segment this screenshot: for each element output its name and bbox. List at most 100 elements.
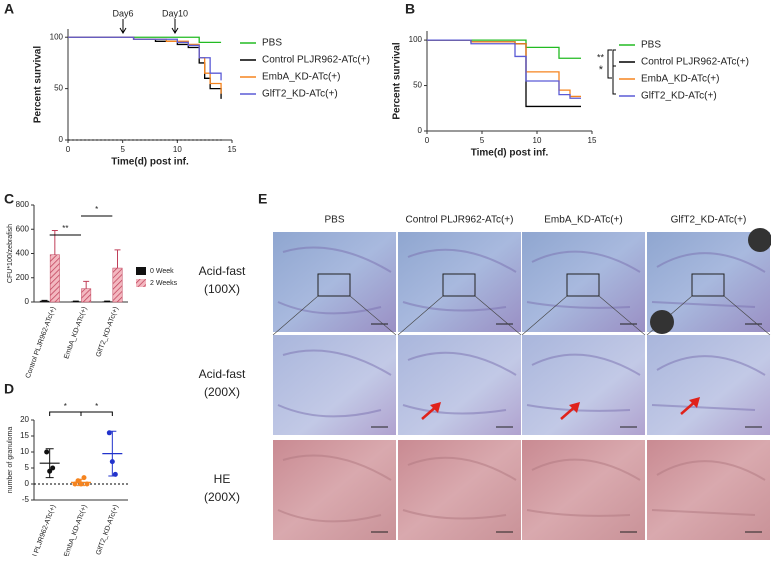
annotation: Day6: [112, 8, 133, 18]
y-tick-label: 15: [20, 431, 29, 440]
column-header: Control PLJR962-ATc(+): [406, 215, 514, 226]
legend-label: PBS: [641, 40, 661, 51]
legend-label: PBS: [262, 38, 282, 49]
survival-line: [68, 37, 221, 80]
annotation: Day10: [162, 8, 188, 18]
micrograph: [273, 335, 396, 435]
data-point: [50, 466, 55, 471]
data-point: [44, 450, 49, 455]
survival-line: [427, 40, 581, 106]
x-tick-label: 0: [425, 136, 430, 145]
error-bar: [115, 250, 121, 268]
panel-label: E: [258, 191, 267, 207]
x-tick-label: GlfT2_KD-ATc(+): [95, 306, 120, 358]
y-tick-label: 100: [409, 35, 423, 44]
y-tick-label: 5: [25, 463, 30, 472]
y-tick-label: 100: [50, 32, 64, 41]
x-axis-label: Time(d) post inf.: [111, 157, 189, 168]
legend-label: GlfT2_KD-ATc(+): [262, 89, 338, 100]
panel-label: B: [405, 1, 415, 17]
column-header: PBS: [324, 215, 344, 226]
row-label: HE: [214, 472, 231, 486]
annotation: *: [95, 205, 98, 214]
y-tick-label: 10: [20, 447, 29, 456]
row-label: Acid-fast: [199, 264, 246, 278]
bubble: [748, 228, 771, 252]
x-tick-label: GlfT2_KD-ATc(+): [95, 504, 120, 556]
y-tick-label: 50: [413, 81, 422, 90]
y-tick-label: 800: [16, 200, 30, 209]
y-axis-label: number of granuloma: [7, 427, 14, 494]
x-tick-label: 15: [228, 145, 237, 154]
micrograph: [273, 440, 396, 540]
error-bar: [52, 230, 58, 254]
bar: [50, 255, 59, 302]
y-tick-label: 600: [16, 224, 30, 233]
y-tick-label: 20: [20, 415, 29, 424]
bracket: [608, 50, 612, 78]
y-axis-label: Percent survival: [33, 46, 44, 123]
legend-label: Control PLJR962-ATc(+): [641, 57, 749, 68]
survival-line: [427, 40, 581, 98]
x-tick-label: Control PLJR962-ATc(+): [25, 504, 57, 556]
bar: [40, 301, 49, 302]
legend-swatch: [136, 267, 146, 275]
sig-bracket: [50, 412, 81, 416]
x-tick-label: 15: [588, 136, 597, 145]
annotation: **: [62, 224, 68, 233]
row-label: Acid-fast: [199, 367, 246, 381]
panel-label: A: [4, 1, 14, 17]
row-label: (100X): [204, 282, 240, 296]
micrograph: [522, 335, 645, 435]
x-tick-label: 10: [533, 136, 542, 145]
y-axis-label: Percent survival: [392, 42, 403, 119]
x-tick-label: Control PLJR962-ATc(+): [25, 306, 57, 379]
bracket: [613, 50, 616, 94]
panel-label: D: [4, 381, 14, 397]
x-tick-label: EmbA_KD-ATc(+): [63, 306, 88, 360]
bar: [81, 289, 90, 302]
legend-label: Control PLJR962-ATc(+): [262, 55, 370, 66]
sig-bracket: [81, 412, 112, 416]
y-tick-label: 0: [418, 126, 423, 135]
legend-label: EmbA_KD-ATc(+): [262, 72, 340, 83]
legend-label: GlfT2_KD-ATc(+): [641, 91, 717, 102]
y-tick-label: -5: [22, 495, 30, 504]
micrograph: [647, 335, 770, 435]
y-tick-label: 400: [16, 249, 30, 258]
y-axis-label: CFU*100/zebrafish: [7, 224, 14, 283]
annotation: *: [64, 402, 67, 411]
row-label: (200X): [204, 490, 240, 504]
micrograph: [273, 232, 396, 332]
x-tick-label: 5: [480, 136, 485, 145]
x-tick-label: 5: [120, 145, 125, 154]
bar: [113, 268, 122, 302]
row-label: (200X): [204, 385, 240, 399]
x-tick-label: 0: [66, 145, 71, 154]
survival-line: [427, 40, 581, 58]
y-tick-label: 0: [59, 135, 64, 144]
column-header: EmbA_KD-ATc(+): [544, 215, 622, 226]
micrograph: [522, 232, 645, 332]
micrograph: [398, 335, 521, 435]
y-tick-label: 0: [25, 479, 30, 488]
y-tick-label: 0: [25, 297, 30, 306]
legend-swatch: [136, 279, 146, 287]
micrograph: [398, 440, 521, 540]
micrograph: [647, 440, 770, 540]
survival-line: [427, 40, 581, 96]
panel-label: C: [4, 191, 14, 207]
legend-label: 2 Weeks: [150, 280, 178, 287]
y-tick-label: 200: [16, 273, 30, 282]
survival-line: [68, 37, 221, 99]
legend-label: 0 Week: [150, 268, 174, 275]
micrograph: [522, 440, 645, 540]
annotation: *: [95, 402, 98, 411]
x-tick-label: EmbA_KD-ATc(+): [63, 504, 88, 556]
x-axis-label: Time(d) post inf.: [471, 148, 549, 159]
column-header: GlfT2_KD-ATc(+): [671, 215, 747, 226]
y-tick-label: 50: [54, 84, 63, 93]
bubble: [650, 310, 674, 334]
annotation: **: [597, 52, 605, 62]
